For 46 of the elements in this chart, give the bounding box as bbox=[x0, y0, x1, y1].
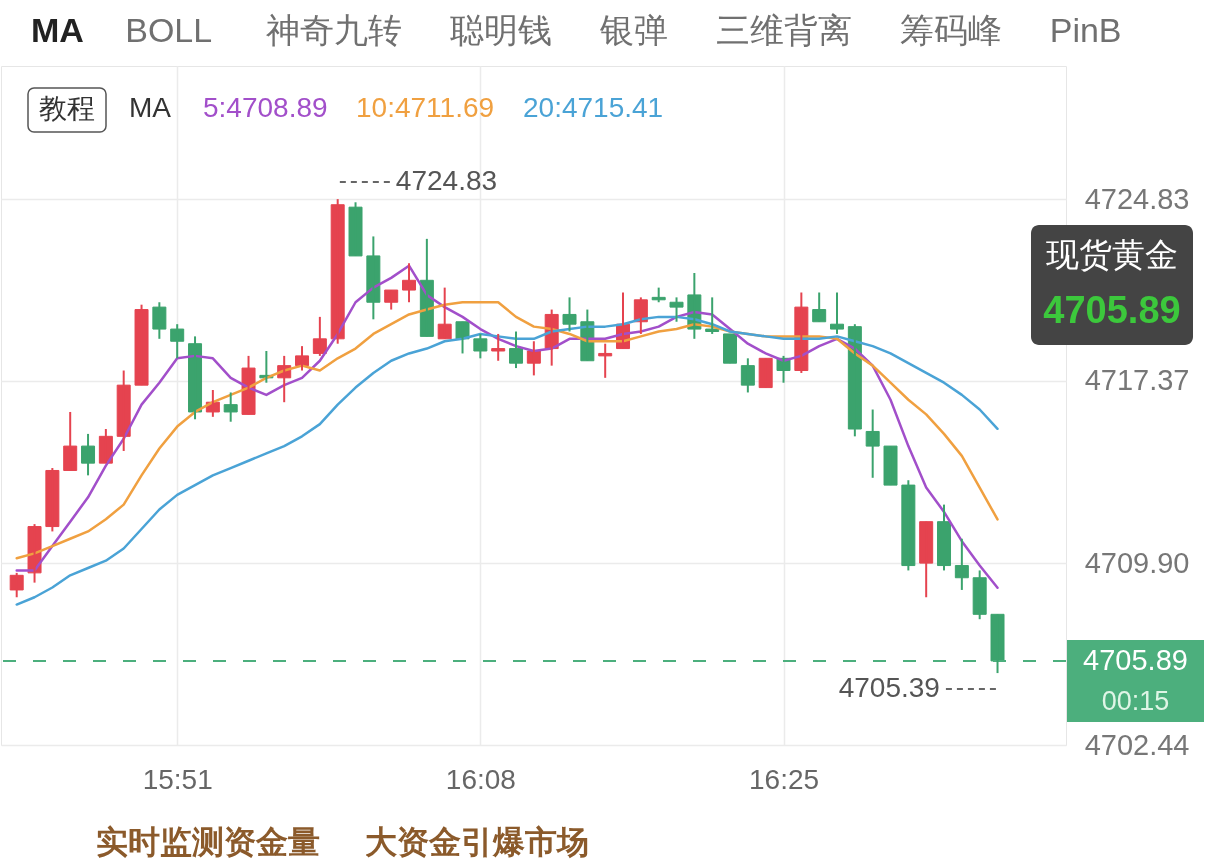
y-tick-label: 4709.90 bbox=[1084, 546, 1190, 579]
annotation: 4724.83 bbox=[395, 165, 498, 197]
candlestick bbox=[152, 301, 167, 340]
text: MA bbox=[31, 11, 84, 49]
candlestick bbox=[990, 613, 1005, 675]
text: 三维背离 bbox=[715, 11, 852, 49]
annotation: 4705.39 bbox=[838, 672, 940, 704]
text: 银弹 bbox=[598, 11, 668, 49]
annotation: 教程 bbox=[39, 93, 95, 124]
candlestick bbox=[491, 332, 506, 362]
text: 10:4711.69 bbox=[356, 92, 495, 123]
candlestick bbox=[134, 303, 149, 387]
legend-title: MA bbox=[129, 92, 172, 123]
candlestick bbox=[170, 323, 185, 360]
text: 聪明钱 bbox=[449, 11, 552, 49]
text: 00:15 bbox=[1101, 685, 1170, 716]
candlestick bbox=[758, 357, 773, 389]
y-tick-label: 4724.83 bbox=[1084, 182, 1190, 215]
x-tick-label: 15:51 bbox=[142, 763, 213, 795]
text: 实时监测资金量 bbox=[96, 824, 320, 860]
candlestick bbox=[223, 391, 238, 423]
text: BOLL bbox=[125, 11, 213, 49]
text: 筹码峰 bbox=[899, 11, 1002, 49]
text: PinB bbox=[1049, 11, 1122, 49]
y-tick-label: 4702.44 bbox=[1084, 728, 1190, 761]
candlestick bbox=[348, 201, 363, 257]
candlestick bbox=[384, 289, 399, 311]
y-tick-label: 4717.37 bbox=[1084, 364, 1190, 397]
text: 大资金引爆市场 bbox=[365, 824, 589, 860]
annotation: 4705.89 bbox=[1043, 289, 1181, 331]
line-series bbox=[15, 301, 999, 560]
line-series bbox=[15, 264, 999, 589]
text: 5:4708.89 bbox=[203, 92, 328, 123]
text: 神奇九转 bbox=[265, 11, 402, 49]
x-tick-label: 16:08 bbox=[445, 763, 516, 795]
candlestick bbox=[669, 296, 684, 323]
candlestick bbox=[562, 296, 577, 333]
candlestick bbox=[473, 332, 488, 360]
candlestick bbox=[81, 432, 96, 477]
candlestick bbox=[598, 342, 613, 379]
annotation: 现货黄金 bbox=[1046, 236, 1178, 273]
candlestick bbox=[45, 467, 60, 533]
text: 4705.89 bbox=[1083, 643, 1188, 676]
x-tick-label: 16:25 bbox=[748, 763, 820, 795]
candlestick bbox=[883, 445, 898, 487]
text: 20:4715.41 bbox=[523, 92, 664, 123]
